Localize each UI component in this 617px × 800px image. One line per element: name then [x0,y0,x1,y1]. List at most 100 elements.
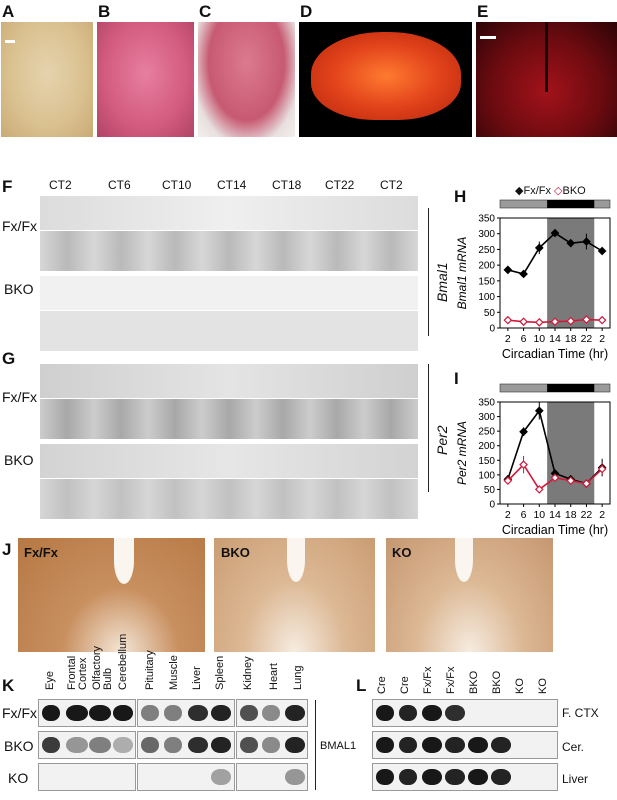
ish-fxfx-bmal1-whole [40,196,418,230]
panel-a-photo [1,22,93,137]
blot-band [42,737,60,753]
chart-h-data-point [566,316,576,326]
chart-h-x-tick-label: 6 [521,333,527,345]
blot-band [240,705,258,721]
chart-i-data-point [534,406,544,416]
blot-k-row-ko: KO [8,770,29,786]
blot-band [445,769,465,785]
blot-l-fctx [372,699,558,727]
chart-i-y-tick-label: 200 [478,441,495,452]
panel-e-photo [476,22,617,137]
chart-i-data-point [503,476,513,486]
panel-label-i: I [454,369,459,388]
chart-h-data-point [597,246,607,256]
chart-i-data-point [550,473,560,483]
ish-bko-per2-scn [40,479,418,519]
ihc-label-fxfx: Fx/Fx [24,545,58,560]
ish-bko-bmal1-scn [40,311,418,351]
chart-h-dark-bar [547,200,595,208]
chart-i-x-tick-label: 10 [533,509,545,521]
chart-i-x-tick-label: 2 [505,509,511,521]
chart-i-y-tick-label: 300 [478,412,495,423]
chart-i-x-tick-label: 6 [521,509,527,521]
lane-label: Cre [399,676,411,694]
blot-k-fxfx-g3 [236,699,308,727]
blot-k-ko-g3 [236,763,308,791]
bracket-bmal1-blot [315,700,316,790]
chart-h-data-point [534,243,544,253]
ihc-bko [214,538,375,652]
chart-h-x-tick-label: 18 [565,333,577,345]
blot-band [399,737,417,753]
genotype-fxfx-f: Fx/Fx [2,218,37,234]
ish-fxfx-per2-scn [40,399,418,439]
chart-h-data-point [566,238,576,248]
blot-band [89,705,111,721]
blot-band [262,705,280,721]
blot-l-liver [372,763,558,791]
chart-h-data-point [582,315,591,324]
panel-label-l: L [356,676,367,695]
chart-h-x-tick-label: 2 [505,333,511,345]
panel-label-d: D [300,2,313,21]
blot-band [164,737,182,753]
ish-fxfx-bmal1-scn [40,231,418,271]
panel-label-c: C [199,2,212,21]
blot-band [422,737,442,753]
blot-band [399,705,417,721]
blot-band [211,737,231,753]
chart-i-data-point [519,460,528,470]
blot-band [445,737,465,753]
chart-h-data-point [519,317,528,327]
ventricle-line [545,22,548,92]
blot-band [376,705,394,721]
chart-h-data-point [519,269,528,279]
panel-label-b: B [98,2,111,21]
chart-h-y-tick-label: 350 [478,214,495,225]
ish-bko-per2-whole [40,444,418,478]
chart-i-x-tick-label: 22 [581,509,593,521]
blot-band [422,769,442,785]
blot-band [188,737,208,753]
chart-h-x-tick-label: 2 [599,333,605,345]
ct-header-4: CT14 [217,178,247,192]
blot-band [262,737,280,753]
chart-i-y-tick-label: 150 [478,456,495,467]
chart-h-data-point [582,237,591,246]
blot-k-bko-g2 [137,731,235,759]
tissue-olfactory-bulb: Olfactory Bulb [91,645,114,690]
bracket-bmal1 [428,208,429,336]
chart-h-data-point [534,317,544,327]
tissue-frontal-cortex: Frontal Cortex [66,655,89,690]
chart-h-y-tick-label: 150 [478,276,495,287]
chart-h-x-tick-label: 14 [549,333,561,345]
ihc-label-ko: KO [392,545,412,560]
tissue-muscle: Muscle [168,655,180,690]
blot-k-row-bko: BKO [4,738,34,754]
tissue-eye: Eye [44,671,56,690]
chart-h-data-point [503,315,513,325]
panel-b-photo [97,22,194,137]
chart-i-data-point [519,427,528,437]
chart-h-y-tick-label: 100 [478,292,495,303]
panel-c-photo [198,22,295,137]
chart-i-data-point [534,485,544,494]
blot-band [376,737,394,753]
ct-header-5: CT18 [272,178,302,192]
blot-band [376,769,394,785]
blot-k-fxfx-g2 [137,699,235,727]
panel-label-k: K [2,676,15,695]
panel-label-j: J [2,540,12,559]
blot-k-bko-g1 [38,731,136,759]
chart-h-x-axis-label: Circadian Time (hr) [502,347,608,361]
chart-h-y-axis-label: Bmal1 mRNA [455,237,469,310]
blot-band [285,769,305,785]
chart-i-y-tick-label: 50 [484,485,496,496]
chart-i-y-axis-label: Per2 mRNA [455,421,469,485]
tissue-liver: Liver [191,666,203,690]
tissue-row-fctx: F. CTX [562,706,599,720]
bracket-per2 [428,364,429,492]
blot-k-bko-g3 [236,731,308,759]
legend-bko-marker: ◇ [554,185,563,197]
